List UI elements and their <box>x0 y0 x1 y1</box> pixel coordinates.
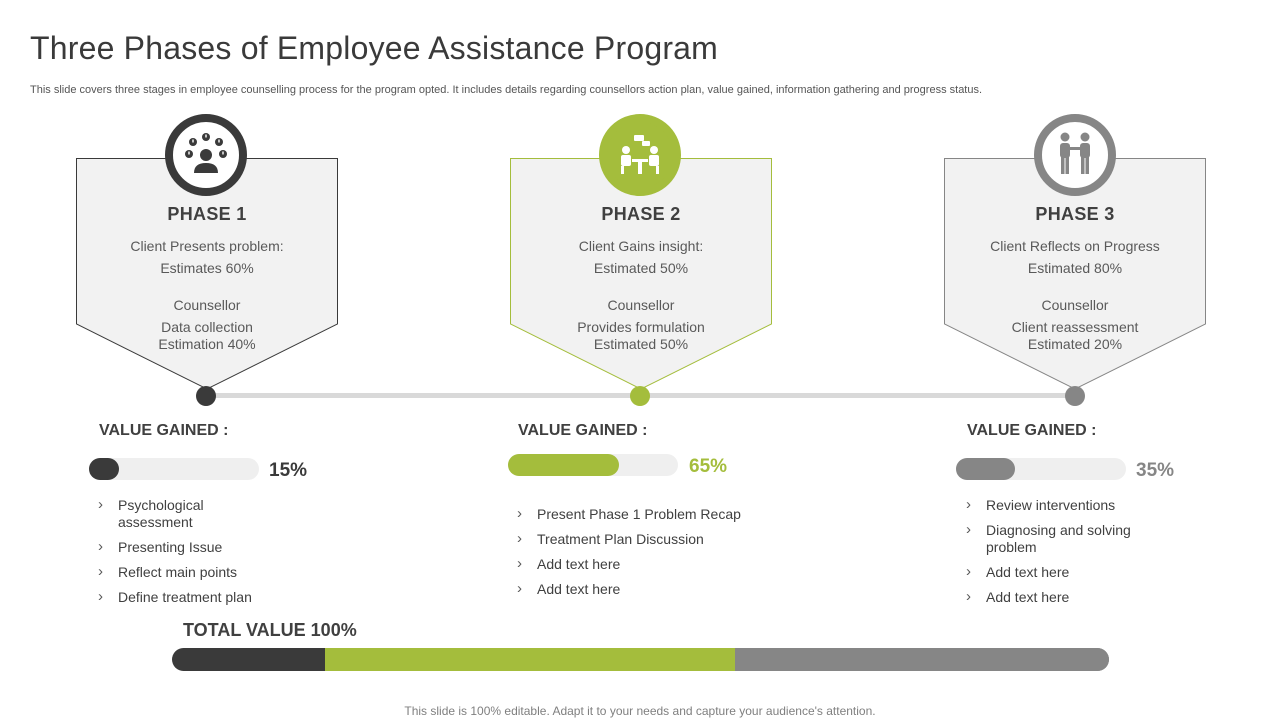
list-item: Review interventions <box>966 496 1156 514</box>
phase-3-counsellor-estimate: Estimated 20% <box>1027 336 1123 352</box>
phase-2-counsellor-estimate: Estimated 50% <box>593 336 689 352</box>
page-subtitle: This slide covers three stages in employ… <box>30 84 983 96</box>
list-item: Present Phase 1 Problem Recap <box>517 505 777 523</box>
page-title: Three Phases of Employee Assistance Prog… <box>30 30 719 66</box>
total-segment-phase-1 <box>172 648 325 671</box>
phase-1-value-track <box>89 458 259 480</box>
list-item: Define treatment plan <box>98 588 268 606</box>
phase-3-client-estimate: Estimated 80% <box>1027 260 1123 276</box>
phase-2-value-fill <box>508 454 619 476</box>
phase-3-bullet-list: Review interventions Diagnosing and solv… <box>966 496 1156 614</box>
phase-2-bullet-list: Present Phase 1 Problem Recap Treatment … <box>517 505 777 606</box>
phase-3-counsellor-label: Counsellor <box>1041 297 1109 313</box>
phase-2-client-estimate: Estimated 50% <box>593 260 689 276</box>
phase-1-icon-badge <box>165 114 247 196</box>
two-people-icon <box>1060 132 1090 174</box>
list-item: Diagnosing and solving problem <box>966 521 1156 556</box>
phase-3-value-fill <box>956 458 1015 480</box>
phase-2-value-label: VALUE GAINED : <box>518 422 648 439</box>
phase-1-client-line: Client Presents problem: <box>130 238 284 254</box>
phase-1-counsellor-estimate: Estimation 40% <box>158 336 256 352</box>
total-segment-phase-2 <box>301 648 735 671</box>
list-item: Presenting Issue <box>98 538 268 556</box>
phase-2-timeline-node <box>630 386 650 406</box>
phase-3-title: PHASE 3 <box>1035 204 1115 224</box>
phase-1-value-fill <box>89 458 119 480</box>
total-value-bar <box>172 648 1109 671</box>
phase-1-counsellor-label: Counsellor <box>173 297 241 313</box>
phase-2-title: PHASE 2 <box>601 204 681 224</box>
phase-3-counsellor-line: Client reassessment <box>1011 319 1139 335</box>
phase-3-value-label: VALUE GAINED : <box>967 422 1097 439</box>
phase-3-client-line: Client Reflects on Progress <box>990 238 1160 254</box>
counselling-meeting-icon <box>621 135 659 174</box>
list-item: Add text here <box>517 580 777 598</box>
total-value-label: TOTAL VALUE 100% <box>183 620 357 640</box>
phase-1-value-percent: 15% <box>269 460 308 481</box>
phase-3-value-percent: 35% <box>1136 460 1175 481</box>
phase-1-title: PHASE 1 <box>167 204 247 224</box>
phase-2-client-line: Client Gains insight: <box>578 238 704 254</box>
person-with-alerts-icon <box>185 133 227 173</box>
list-item: Treatment Plan Discussion <box>517 530 777 548</box>
phase-1-counsellor-line: Data collection <box>161 319 253 335</box>
phase-1-card <box>76 158 338 390</box>
phase-1-value-label: VALUE GAINED : <box>99 422 229 439</box>
phase-3-card <box>944 158 1206 390</box>
list-item: Reflect main points <box>98 563 268 581</box>
phase-1-timeline-node <box>196 386 216 406</box>
phase-2-value-percent: 65% <box>689 456 728 477</box>
phase-2-icon-badge <box>599 114 681 196</box>
phase-2-value-track <box>508 454 678 476</box>
phase-2-counsellor-line: Provides formulation <box>577 319 705 335</box>
phase-1-client-estimate: Estimates 60% <box>160 260 254 276</box>
list-item: Add text here <box>517 555 777 573</box>
phase-2-counsellor-label: Counsellor <box>607 297 675 313</box>
phase-2-card <box>510 158 772 390</box>
phase-3-icon-badge <box>1034 114 1116 196</box>
total-segment-phase-3 <box>722 648 1109 671</box>
list-item: Psychological assessment <box>98 496 268 531</box>
footer-note: This slide is 100% editable. Adapt it to… <box>404 704 876 718</box>
phase-3-timeline-node <box>1065 386 1085 406</box>
phase-1-bullet-list: Psychological assessment Presenting Issu… <box>98 496 268 614</box>
list-item: Add text here <box>966 588 1156 606</box>
phase-3-value-track <box>956 458 1126 480</box>
list-item: Add text here <box>966 563 1156 581</box>
